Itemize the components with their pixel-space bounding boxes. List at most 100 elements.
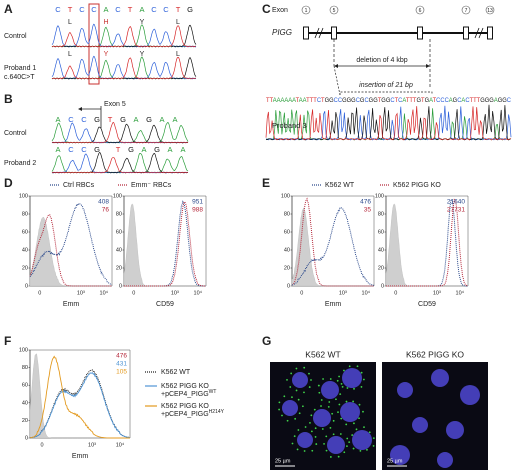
exon-number-circle <box>301 5 311 15</box>
y-tick-label: 60 <box>116 229 122 235</box>
stat-value: 27731 <box>447 207 465 214</box>
base: T <box>477 98 481 104</box>
chromatogram-trace <box>51 152 189 174</box>
y-tick-label: 80 <box>116 211 122 217</box>
panel-label: D <box>4 176 13 190</box>
base: T <box>378 98 382 104</box>
staining-dot <box>329 427 332 429</box>
legend-superscript: WT <box>209 389 217 395</box>
x-tick-label: 0 <box>394 290 397 296</box>
y-tick-label: 100 <box>375 193 384 199</box>
staining-dot <box>310 414 313 417</box>
exon-number: 7 <box>465 8 468 14</box>
exon-box <box>487 26 493 40</box>
base: G <box>146 115 152 124</box>
panel-label: B <box>4 92 13 106</box>
staining-dot <box>331 412 334 415</box>
histogram-curve <box>29 355 130 439</box>
nucleus <box>352 430 372 450</box>
base: T <box>310 98 314 104</box>
staining-dot <box>297 429 300 431</box>
histogram-curve <box>386 198 469 287</box>
base: G <box>485 98 490 104</box>
y-tick-label: 0 <box>25 435 28 441</box>
nucleus <box>437 452 453 468</box>
y-tick-label: 60 <box>22 229 28 235</box>
legend-label: +pCEP4_PIGGH214Y <box>161 409 225 418</box>
x-tick-label: 10³ <box>433 290 441 296</box>
exon-box <box>463 26 469 40</box>
x-tick-label: 0 <box>38 290 41 296</box>
amino-acid: L <box>68 51 72 58</box>
panel-label: F <box>4 334 11 348</box>
base: T <box>473 98 477 104</box>
exon-number-circle <box>461 5 471 15</box>
staining-dot <box>353 387 355 390</box>
staining-dot <box>301 405 304 408</box>
y-tick-label: 40 <box>284 247 290 253</box>
base: A <box>299 98 303 104</box>
chromatogram-trace <box>265 106 512 141</box>
nucleus <box>460 385 480 405</box>
staining-dot <box>339 393 342 396</box>
staining-dot <box>336 379 339 382</box>
x-tick-label: 10⁴ <box>194 289 203 296</box>
y-tick-label: 0 <box>381 283 384 289</box>
stat-value: 408 <box>98 199 109 206</box>
base: G <box>453 98 458 104</box>
legend-label: K562 WT <box>161 369 191 376</box>
exon-number-circle <box>485 5 495 15</box>
staining-dot <box>295 389 298 392</box>
chromatogram-trace <box>51 122 189 144</box>
staining-dot <box>351 434 354 436</box>
y-tick-label: 20 <box>284 265 290 271</box>
nucleus <box>313 409 331 427</box>
nucleus <box>412 417 428 433</box>
chromatogram-trace <box>51 57 197 80</box>
base: G <box>381 98 386 104</box>
histogram-fill <box>291 207 374 287</box>
base: G <box>351 98 356 104</box>
staining-dot <box>295 367 298 370</box>
staining-dot <box>343 369 345 372</box>
legend-label: K562 PIGG KO <box>161 403 209 410</box>
staining-dot <box>310 430 313 433</box>
staining-dot <box>310 379 312 381</box>
base: T <box>470 98 474 104</box>
base: G <box>386 98 391 104</box>
nucleus <box>397 382 413 398</box>
stat-value: 476 <box>360 199 371 206</box>
staining-dot <box>332 419 335 422</box>
axis-break <box>474 27 484 39</box>
x-tick-label: 10⁴ <box>100 289 109 296</box>
base: G <box>425 98 430 104</box>
staining-dot <box>337 411 339 414</box>
base: A <box>55 145 60 154</box>
staining-dot <box>303 366 306 369</box>
staining-dot <box>332 433 335 436</box>
x-axis-label: Emm <box>72 453 89 460</box>
exon-number: 1 <box>305 8 308 14</box>
legend-superscript: H214Y <box>209 409 225 415</box>
chromatogram-trace <box>51 23 197 48</box>
base: C <box>338 98 343 104</box>
base: A <box>103 5 108 14</box>
base: C <box>317 98 322 104</box>
row-label: Proband 2 <box>4 160 36 167</box>
base: A <box>461 98 465 104</box>
staining-dot <box>296 448 299 451</box>
staining-dot <box>372 445 375 447</box>
base: A <box>139 5 144 14</box>
x-axis-label: Emm <box>325 301 342 308</box>
staining-dot <box>348 365 351 368</box>
staining-dot <box>346 387 349 389</box>
staining-dot <box>281 414 283 417</box>
deletion-label: deletion of 4 kbp <box>356 57 407 64</box>
base: C <box>81 145 87 154</box>
y-tick-label: 100 <box>281 193 290 199</box>
x-tick-label: 10⁴ <box>456 289 465 296</box>
amino-acid: L <box>176 19 180 26</box>
y-tick-label: 80 <box>22 211 28 217</box>
staining-dot <box>328 401 331 403</box>
chromatogram-trace <box>51 121 189 144</box>
